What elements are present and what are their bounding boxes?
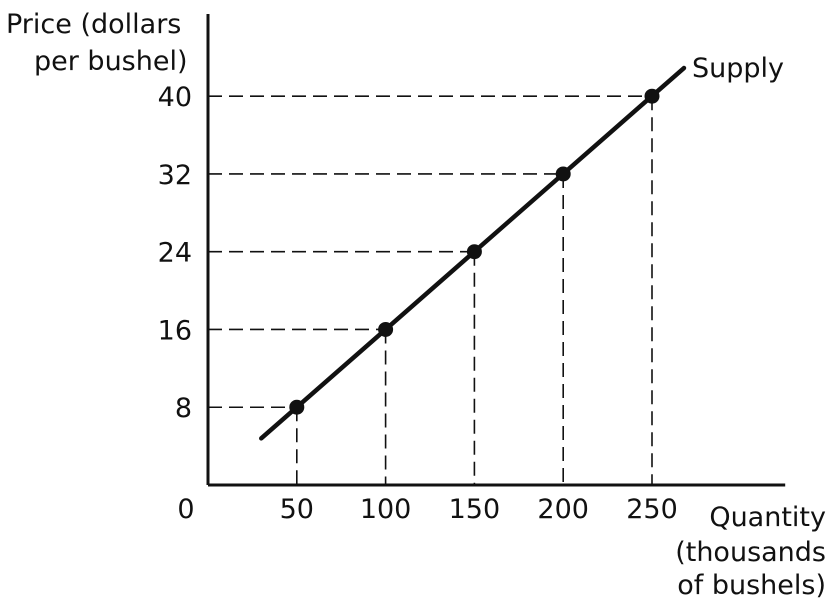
supply-series-label: Supply bbox=[692, 53, 784, 84]
x-tick-label-250: 250 bbox=[626, 494, 678, 525]
x-axis-title-line-1: Quantity bbox=[709, 502, 826, 533]
data-point-250 bbox=[644, 88, 660, 104]
y-axis-title-line-2: per bushel) bbox=[34, 46, 188, 77]
plot-area: Supply 50 100 150 200 250 8 16 24 32 40 bbox=[158, 14, 786, 525]
x-tick-label-150: 150 bbox=[449, 494, 501, 525]
y-axis-title-line-1: Price (dollars bbox=[6, 9, 181, 40]
data-point-50 bbox=[289, 399, 305, 415]
x-tick-label-50: 50 bbox=[280, 494, 314, 525]
origin-label: 0 bbox=[177, 494, 194, 525]
x-axis-title-line-3: of bushels) bbox=[677, 570, 826, 601]
y-tick-label-32: 32 bbox=[158, 160, 192, 191]
y-tick-label-40: 40 bbox=[158, 82, 192, 113]
x-axis-title: Quantity (thousands of bushels) bbox=[675, 502, 826, 601]
data-point-100 bbox=[378, 321, 394, 337]
x-tick-label-100: 100 bbox=[360, 494, 412, 525]
data-point-150 bbox=[466, 244, 482, 260]
x-tick-label-200: 200 bbox=[537, 494, 589, 525]
y-axis-title: Price (dollars per bushel) bbox=[6, 9, 188, 77]
y-tick-label-24: 24 bbox=[158, 238, 192, 269]
y-tick-label-16: 16 bbox=[158, 315, 192, 346]
x-axis-title-line-2: (thousands bbox=[675, 537, 826, 568]
data-point-200 bbox=[555, 166, 571, 182]
y-tick-label-8: 8 bbox=[175, 393, 192, 424]
